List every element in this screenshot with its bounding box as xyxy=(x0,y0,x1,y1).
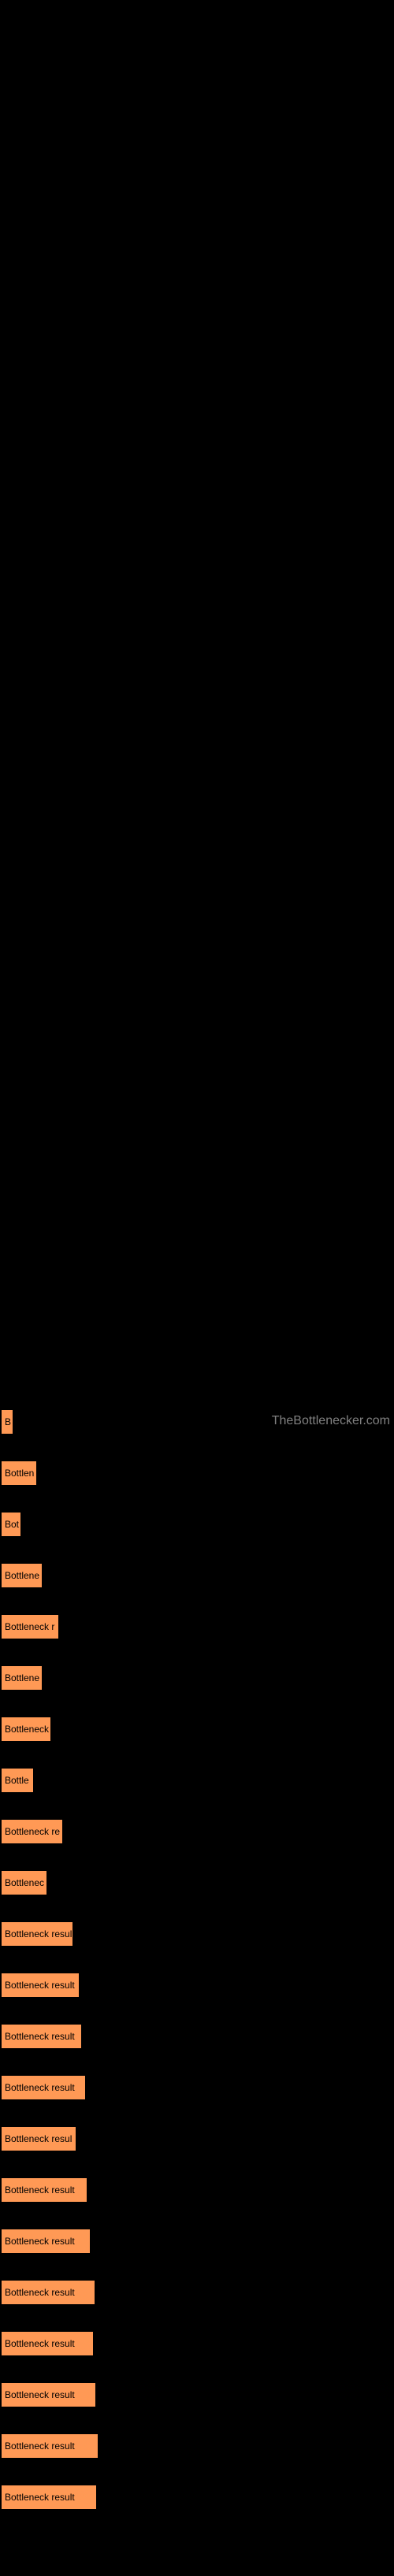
chart-bar: Bottlene xyxy=(2,1564,42,1587)
chart-bar: Bottleneck r xyxy=(2,1615,58,1639)
chart-bar: Bottleneck result xyxy=(2,2178,87,2202)
bar-row: Bottleneck result xyxy=(2,2229,394,2253)
chart-bar: Bottleneck result xyxy=(2,2229,90,2253)
bar-row: Bottleneck result xyxy=(2,2076,394,2099)
chart-bar: Bottlenec xyxy=(2,1871,46,1895)
bar-row: Bottlene xyxy=(2,1666,394,1690)
chart-bar: Bottlen xyxy=(2,1461,36,1485)
bar-chart: B Bottlen Bot Bottlene Bottleneck r Bottlene B… xyxy=(0,1410,394,2509)
bar-row: Bottlenec xyxy=(2,1871,394,1895)
bar-row: Bottleneck result xyxy=(2,2383,394,2407)
bar-row: Bottleneck result xyxy=(2,2485,394,2509)
chart-bar: Bottle xyxy=(2,1769,33,1792)
chart-bar: Bottlene xyxy=(2,1666,42,1690)
bar-row: Bottleneck resul xyxy=(2,1922,394,1946)
watermark-text: TheBottlenecker.com xyxy=(272,1414,390,1428)
bar-row: Bottleneck resul xyxy=(2,2127,394,2151)
chart-bar: Bottleneck re xyxy=(2,1820,62,1843)
bar-row: Bottleneck result xyxy=(2,2025,394,2048)
bar-row: Bottlen xyxy=(2,1461,394,1485)
bar-row: Bottleneck xyxy=(2,1717,394,1741)
chart-bar: B xyxy=(2,1410,13,1434)
bar-row: Bottleneck result xyxy=(2,2178,394,2202)
bar-row: Bottleneck re xyxy=(2,1820,394,1843)
chart-bar: Bottleneck result xyxy=(2,2485,96,2509)
bar-row: Bottleneck result xyxy=(2,2434,394,2458)
chart-bar: Bottleneck resul xyxy=(2,2127,76,2151)
chart-bar: Bot xyxy=(2,1513,20,1536)
bar-row: Bottleneck result xyxy=(2,2281,394,2304)
chart-bar: Bottleneck result xyxy=(2,2076,85,2099)
bar-row: Bottleneck r xyxy=(2,1615,394,1639)
chart-bar: Bottleneck result xyxy=(2,1973,79,1997)
bar-row: Bottle xyxy=(2,1769,394,1792)
chart-bar: Bottleneck result xyxy=(2,2025,81,2048)
chart-bar: Bottleneck result xyxy=(2,2383,95,2407)
bar-row: Bottlene xyxy=(2,1564,394,1587)
chart-bar: Bottleneck result xyxy=(2,2281,95,2304)
chart-bar: Bottleneck resul xyxy=(2,1922,72,1946)
bar-row: Bottleneck result xyxy=(2,2332,394,2355)
chart-bar: Bottleneck xyxy=(2,1717,50,1741)
chart-bar: Bottleneck result xyxy=(2,2332,93,2355)
bar-row: Bottleneck result xyxy=(2,1973,394,1997)
chart-bar: Bottleneck result xyxy=(2,2434,98,2458)
bar-row: Bot xyxy=(2,1513,394,1536)
